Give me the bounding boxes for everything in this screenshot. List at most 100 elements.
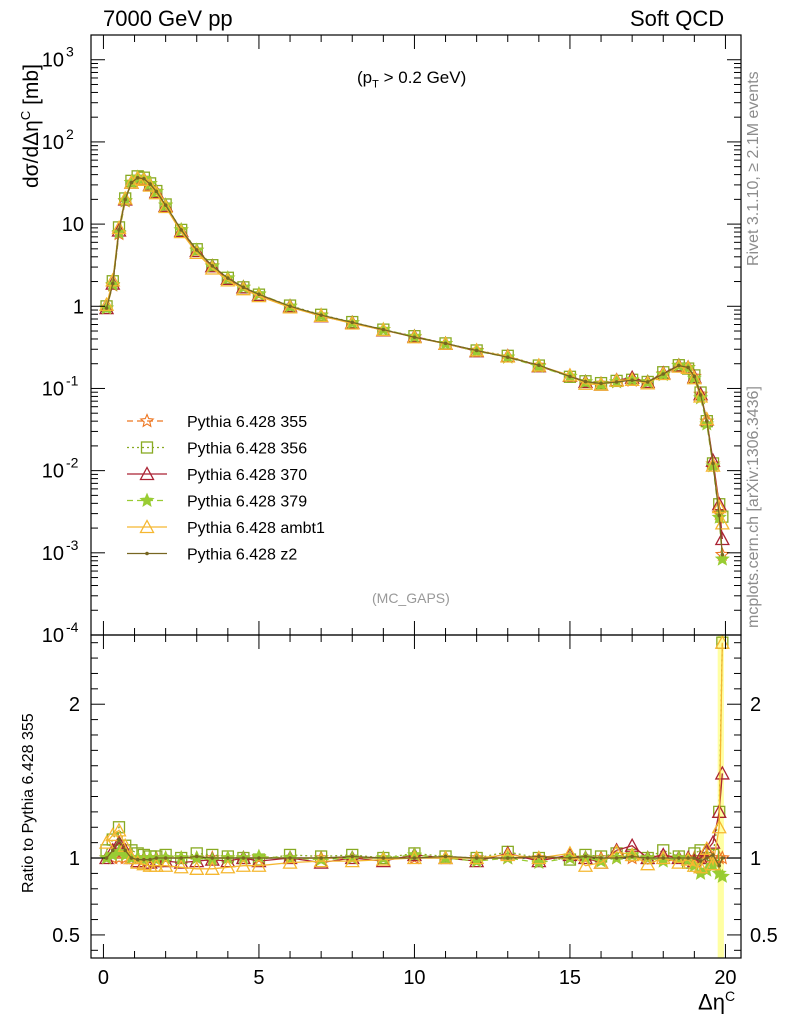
series-pythia-6-428-z2-ratio-point [645, 856, 650, 860]
pt-cut-label: (pT > 0.2 GeV) [357, 68, 466, 90]
series-pythia-6-428-z2-ratio-point [179, 856, 183, 860]
series-pythia-6-428-ambt1-ratio-point [624, 847, 640, 862]
series-pythia-6-428-z2-point [194, 248, 199, 252]
series-pythia-6-428-z2-point [505, 355, 510, 360]
ratio-y-tick-label-right: 2 [750, 694, 761, 716]
series-pythia-6-428-z2-point [241, 285, 246, 290]
series-pythia-6-428-z2-ratio-point [692, 856, 697, 860]
series-pythia-6-428-ambt1-point [692, 388, 709, 403]
y-tick-label: 10 [42, 50, 64, 72]
y-tick-label: 10 [42, 543, 64, 565]
series-pythia-6-428-ambt1-ratio-point [98, 834, 115, 849]
series-pythia-6-428-370-ratio-point [699, 842, 715, 857]
series-pythia-6-428-z2-point [104, 306, 109, 310]
legend-entry-pythia-6-428-379: Pythia 6.428 379 [127, 492, 307, 511]
y-tick-exponent: 3 [66, 44, 74, 60]
series-pythia-6-428-z2-ratio-point [505, 856, 510, 860]
series-pythia-6-428-z2-point [537, 363, 541, 367]
legend-label: Pythia 6.428 ambt1 [187, 520, 325, 537]
y-tick-label: 10 [42, 378, 64, 400]
series-pythia-6-428-z2-point [568, 374, 572, 379]
series-pythia-6-428-ambt1-point [531, 357, 547, 372]
series-pythia-6-428-z2-point [412, 335, 417, 340]
legend-label: Pythia 6.428 356 [187, 441, 307, 458]
ratio-y-tick-label-right: 0.5 [750, 925, 778, 947]
series-pythia-6-428-z2-point [110, 281, 115, 286]
y-tick-label: 10 [62, 214, 84, 236]
series-pythia-6-428-ambt1-point [593, 376, 609, 391]
series-pythia-6-428-z2-ratio-point [129, 856, 134, 860]
series-pythia-6-428-z2-point [288, 304, 292, 309]
series-pythia-6-428-379-ratio-point [714, 868, 730, 883]
series-pythia-6-428-z2-point [257, 292, 261, 297]
series-pythia-6-428-ambt1-ratio-point [313, 853, 329, 868]
series-pythia-6-428-z2-point [720, 552, 725, 557]
series-pythia-6-428-370-point [714, 531, 730, 546]
series-pythia-6-428-ambt1-ratio-point [680, 851, 696, 866]
series-pythia-6-428-z2-point [686, 365, 690, 370]
y-title-main: dσ/dΔη [20, 120, 43, 188]
analysis-tag: (MC_GAPS) [372, 590, 450, 606]
ratio-y-tick-label: 0.5 [52, 925, 80, 947]
series-pythia-6-428-z2-point [210, 264, 215, 268]
series-pythia-6-428-z2-ratio-point [194, 854, 199, 859]
series-pythia-6-428-ambt1-ratio [98, 634, 730, 875]
series-pythia-6-428-ambt1-point [640, 375, 656, 390]
series-pythia-6-428-z2-point [129, 180, 134, 185]
series-pythia-6-428-ambt1-point [173, 224, 189, 239]
series-pythia-6-428-z2-ratio-point [661, 856, 666, 860]
series-pythia-6-428-z2-point [698, 393, 703, 397]
series-pythia-6-428-ambt1-point [117, 190, 133, 205]
series-pythia-6-428-356-ratio-point [112, 821, 126, 834]
ratio-y-tick-label: 2 [69, 694, 80, 716]
series-pythia-6-428-z2-point [381, 327, 386, 332]
series-pythia-6-428-ambt1-point [655, 366, 671, 381]
cut-suffix: > 0.2 GeV) [378, 68, 467, 87]
series-pythia-6-428-356-ratio [100, 636, 729, 869]
beam-energy-label: 7000 GeV pp [103, 6, 233, 31]
series-pythia-6-428-ambt1-ratio-point [189, 860, 205, 875]
series-pythia-6-428-z2-ratio-point [381, 856, 386, 860]
series-pythia-6-428-z2-ratio-point [319, 856, 323, 860]
series-pythia-6-428-z2-point [676, 363, 681, 368]
series-pythia-6-428-ambt1-ratio-point [344, 853, 360, 868]
series-pythia-6-428-z2-point [350, 320, 355, 325]
x-tick-label: 5 [253, 967, 264, 989]
series-pythia-6-428-z2-point [179, 228, 183, 232]
series-pythia-6-428-z2-point [692, 374, 697, 379]
series-pythia-6-428-ambt1-point [123, 174, 140, 189]
series-pythia-6-428-z2-line [105, 177, 723, 555]
series-pythia-6-428-ambt1-ratio-point [437, 850, 454, 865]
series-pythia-6-428-ambt1-ratio-point [111, 822, 127, 837]
series-pythia-6-428-z2-ratio-point [614, 856, 619, 860]
series-pythia-6-428-z2-ratio-point [717, 863, 722, 868]
source-url-label: mcplots.cern.ch [arXiv:1306.3436] [745, 386, 762, 628]
series-pythia-6-428-z2-ratio-point [210, 856, 215, 860]
process-label: Soft QCD [630, 6, 725, 31]
series-pythia-6-428-370-line [105, 177, 723, 540]
series-pythia-6-428-z2-ratio-point [583, 854, 588, 859]
series-pythia-6-428-ambt1-ratio-point [692, 859, 709, 874]
series-pythia-6-428-z2-point [148, 182, 152, 186]
series-pythia-6-428-ambt1-point [98, 296, 115, 311]
legend-entry-pythia-6-428-z2: Pythia 6.428 z2 [127, 547, 297, 564]
y-title-sup: C [18, 110, 33, 121]
series-pythia-6-428-ambt1-point [148, 185, 164, 200]
series-pythia-6-428-ambt1-point [705, 457, 721, 472]
series-pythia-6-428-ambt1-ratio-point [204, 860, 220, 875]
series-pythia-6-428-z2-ratio-point [241, 856, 246, 860]
series-pythia-6-428-ambt1-point [577, 375, 594, 390]
series-pythia-6-428-355-ratio-point [714, 850, 730, 865]
series-pythia-6-428-ambt1-ratio-point [251, 857, 267, 872]
series-pythia-6-428-ambt1-ratio-point [148, 857, 164, 872]
series-pythia-6-428-z2-ratio [104, 837, 725, 868]
series-pythia-6-428-z2-ratio-point [474, 856, 479, 860]
series-pythia-6-428-ambt1-ratio-point [699, 840, 715, 855]
series-pythia-6-428-ambt1-ratio-point [375, 851, 391, 866]
cut-prefix: (p [357, 68, 373, 87]
series-pythia-6-428-z2-ratio-point [135, 857, 140, 862]
series-pythia-6-428-z2-ratio-point [163, 856, 168, 860]
series-pythia-6-428-ambt1-ratio-point [158, 857, 174, 872]
legend-marker [139, 492, 155, 507]
legend-entry-pythia-6-428-355: Pythia 6.428 355 [127, 413, 307, 431]
